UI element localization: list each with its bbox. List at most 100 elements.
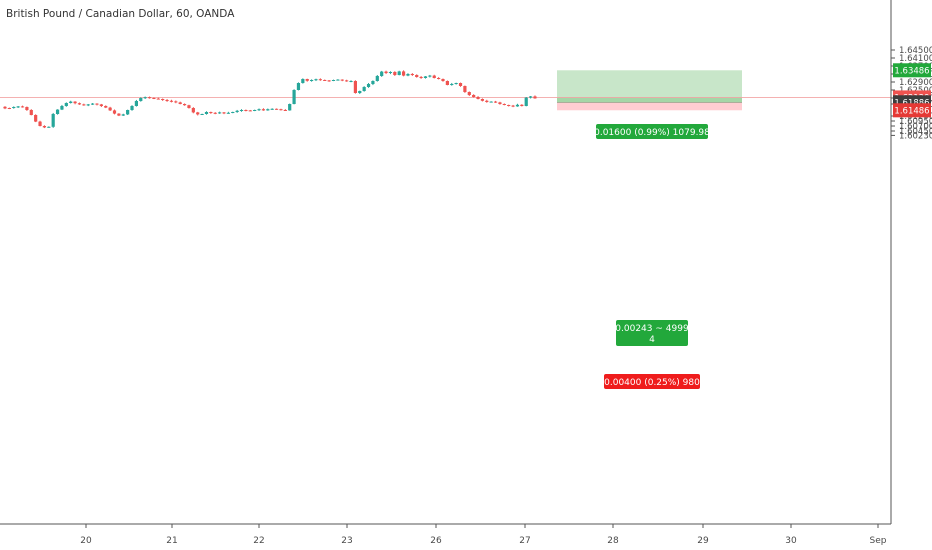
candle-body [143, 97, 147, 99]
candle-body [292, 90, 296, 104]
candle-body [533, 96, 537, 99]
candle-body [450, 84, 454, 85]
position-info-line1: 0.00243 ~ 4999 [615, 324, 689, 334]
candle-body [520, 104, 524, 106]
candle-body [266, 109, 270, 111]
target-label-box [596, 124, 708, 139]
stop-price-tag: 1.61486 [894, 106, 929, 116]
candle-body [178, 102, 182, 104]
candle-body [283, 110, 287, 111]
candle-body [104, 106, 108, 108]
candle-body [55, 109, 60, 114]
candle-body [139, 98, 143, 101]
candle-body [445, 81, 449, 85]
target-zone[interactable] [557, 70, 742, 98]
candle-body [257, 109, 261, 111]
candle-body [301, 79, 305, 83]
stop-price-tag-box [893, 103, 931, 118]
candle-body [51, 114, 55, 127]
candle-body [476, 97, 480, 99]
candle-body [239, 110, 244, 111]
time-tick-label: 30 [785, 536, 797, 546]
candle-body [410, 74, 414, 75]
candle-body [248, 110, 252, 112]
candle-body [213, 112, 217, 114]
candle-body [7, 108, 11, 109]
candle-body [244, 110, 248, 111]
candle-body [472, 95, 476, 97]
candle-body [358, 91, 362, 93]
candle-body [20, 106, 25, 108]
candle-body [99, 104, 103, 106]
time-tick-label: 28 [607, 536, 619, 546]
time-tick-label: Sep [870, 536, 887, 546]
candle-body [191, 108, 195, 113]
candle-body [156, 98, 160, 100]
candle-body [502, 104, 506, 105]
candle-body [134, 101, 138, 106]
candle-body [493, 101, 498, 103]
position-info-box [616, 320, 688, 346]
candle-body [529, 96, 533, 98]
candle-body [279, 109, 283, 111]
time-tick-label: 27 [519, 536, 530, 546]
candle-body [511, 105, 515, 107]
chart-title: British Pound / Canadian Dollar, 60, OAN… [6, 8, 235, 20]
candle-body [226, 112, 230, 114]
candle-body [327, 80, 331, 82]
candle-body [38, 121, 42, 126]
time-tick-label: 23 [341, 536, 352, 546]
candle-body [454, 83, 458, 84]
time-tick-label: 29 [697, 536, 709, 546]
candle-body [345, 80, 349, 82]
candle-body [200, 114, 204, 115]
candle-body [296, 83, 301, 90]
candle-body [47, 126, 51, 128]
candle-body [218, 112, 222, 114]
candle-body [371, 81, 375, 84]
candle-body [397, 71, 401, 75]
candle-body [498, 102, 502, 104]
candle-body [69, 101, 73, 103]
candle-body [34, 115, 38, 122]
profit-band[interactable] [557, 97, 742, 103]
stop-label-box [604, 374, 700, 389]
candle-body [16, 106, 20, 108]
candle-body [458, 83, 463, 86]
candle-body [235, 110, 239, 112]
candle-body [366, 84, 371, 87]
candle-body [353, 81, 357, 93]
candle-body [112, 110, 117, 114]
candle-body [130, 106, 134, 110]
candle-body [415, 75, 419, 77]
time-axis-ticks: 20 21 22 23 26 27 28 29 30 Sep [80, 524, 887, 546]
stop-label: 0.00400 (0.25%) 980 [604, 378, 700, 388]
candle-body [480, 99, 485, 101]
candle-body [182, 104, 187, 106]
candle-body [432, 75, 436, 78]
price-tick-label: 1.64500 [899, 46, 932, 56]
candle-body [117, 113, 121, 116]
candle-body [270, 108, 274, 110]
stop-zone[interactable] [557, 102, 742, 111]
long-position-tool[interactable] [0, 70, 891, 111]
candle-body [384, 71, 388, 73]
candle-body [441, 79, 445, 81]
candle-body [73, 101, 77, 104]
candle-body [12, 107, 16, 108]
price-tick-label: 1.60230 [899, 131, 932, 141]
candle-body [82, 104, 86, 106]
candle-body [222, 112, 226, 114]
target-price-tag: 1.63486 [894, 66, 929, 76]
candle-body [314, 79, 318, 81]
candle-body [204, 112, 209, 114]
price-tick-label: 1.64100 [899, 54, 932, 64]
candle-body [231, 112, 235, 113]
candle-body [108, 107, 112, 111]
candle-body [437, 78, 441, 79]
candle-body [336, 79, 340, 81]
candle-body [91, 103, 95, 105]
candle-body [152, 98, 156, 99]
